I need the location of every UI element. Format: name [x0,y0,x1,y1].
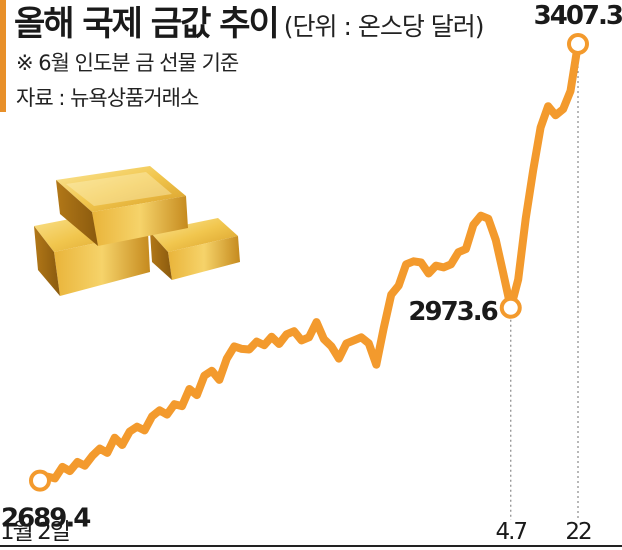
basis-note: ※ 6월 인도분 금 선물 기준 [16,51,239,75]
chart-title: 올해 국제 금값 추이 [14,4,280,44]
gold-bars-icon [34,166,240,296]
x-tick-label: 4.7 [495,519,526,545]
source-label: 자료 : 뉴욕상품거래소 [16,86,199,110]
unit-label: (단위 : 온스당 달러) [283,12,485,41]
header-accent-bar [0,0,6,112]
series-line [36,40,582,485]
data-point-marker [29,469,51,492]
x-tick-label: 1월 2일 [0,519,69,545]
x-tick-label: 22 [565,519,591,545]
data-label: 2973.6 [408,297,497,327]
data-label: 2689.4 [1,504,90,534]
data-point-marker [499,296,522,319]
title-line: 올해 국제 금값 추이 (단위 : 온스당 달러) [14,0,485,45]
data-point-marker [567,32,589,55]
data-label: 3407.3 [534,1,622,31]
